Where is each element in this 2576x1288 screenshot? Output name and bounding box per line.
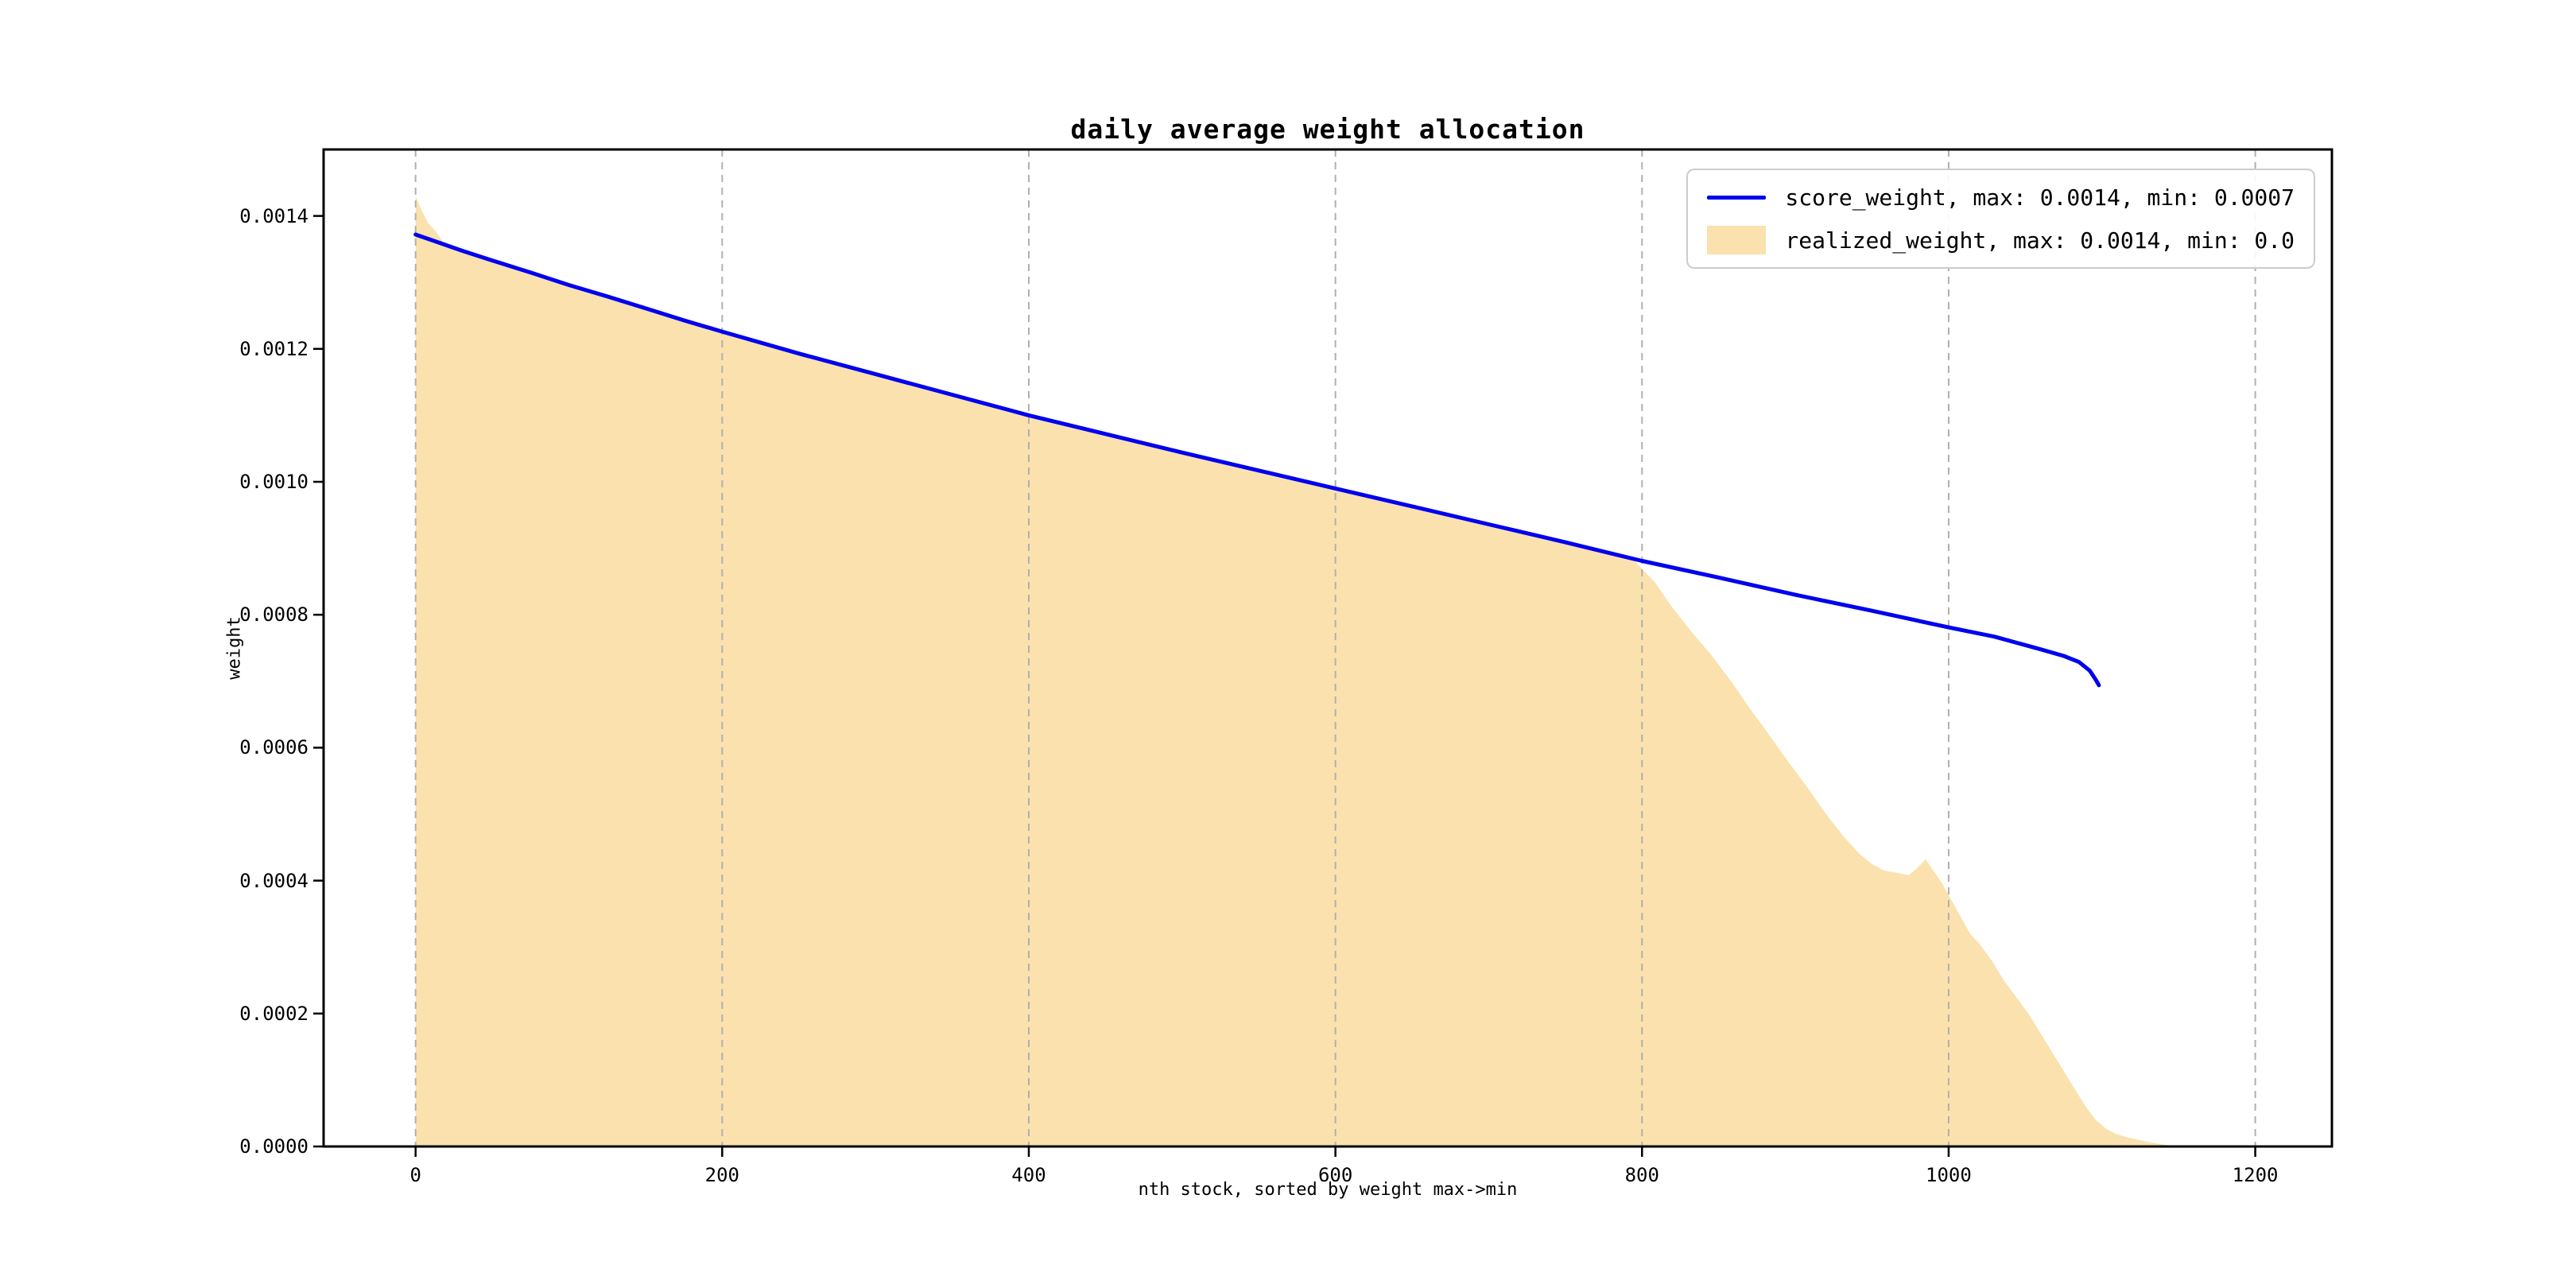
legend-entry-score-weight: score_weight, max: 0.0014, min: 0.0007 [1707, 180, 2295, 215]
y-tick-label-0.0014: 0.0014 [239, 204, 308, 227]
legend-line-sample [1707, 195, 1767, 200]
legend-label-score-weight: score_weight, max: 0.0014, min: 0.0007 [1785, 184, 2295, 211]
y-tick-label-0.0006: 0.0006 [239, 736, 308, 759]
y-tick-label-0.0008: 0.0008 [239, 603, 308, 627]
x-tick-label-0: 0 [409, 1164, 421, 1186]
x-tick-label-600: 600 [1317, 1164, 1353, 1186]
x-tick-label-1200: 1200 [2232, 1164, 2279, 1186]
chart-title: daily average weight allocation [1070, 114, 1585, 145]
x-axis-label: nth stock, sorted by weight max->min [1138, 1180, 1518, 1200]
y-tick-label-0.0010: 0.0010 [239, 471, 308, 493]
realized-weight-area [415, 196, 2176, 1146]
axes-spines [322, 148, 2334, 1148]
x-tick-label-1000: 1000 [1926, 1164, 1972, 1186]
legend-label-realized-weight: realized_weight, max: 0.0014, min: 0.0 [1785, 227, 2295, 254]
y-tick-label-0.0002: 0.0002 [239, 1002, 308, 1025]
plot-area [313, 148, 2334, 1157]
x-tick-label-200: 200 [704, 1164, 739, 1186]
x-tick-label-400: 400 [1011, 1164, 1046, 1186]
y-tick-label-0.0012: 0.0012 [239, 337, 308, 360]
chart-svg [313, 148, 2334, 1157]
legend: score_weight, max: 0.0014, min: 0.0007 r… [1686, 169, 2315, 269]
x-tick-label-800: 800 [1624, 1164, 1659, 1186]
y-tick-label-0.0000: 0.0000 [239, 1135, 308, 1158]
y-tick-label-0.0004: 0.0004 [239, 869, 308, 892]
legend-patch-sample [1707, 226, 1767, 254]
score-weight-line [413, 232, 2101, 688]
legend-entry-realized-weight: realized_weight, max: 0.0014, min: 0.0 [1707, 223, 2295, 258]
